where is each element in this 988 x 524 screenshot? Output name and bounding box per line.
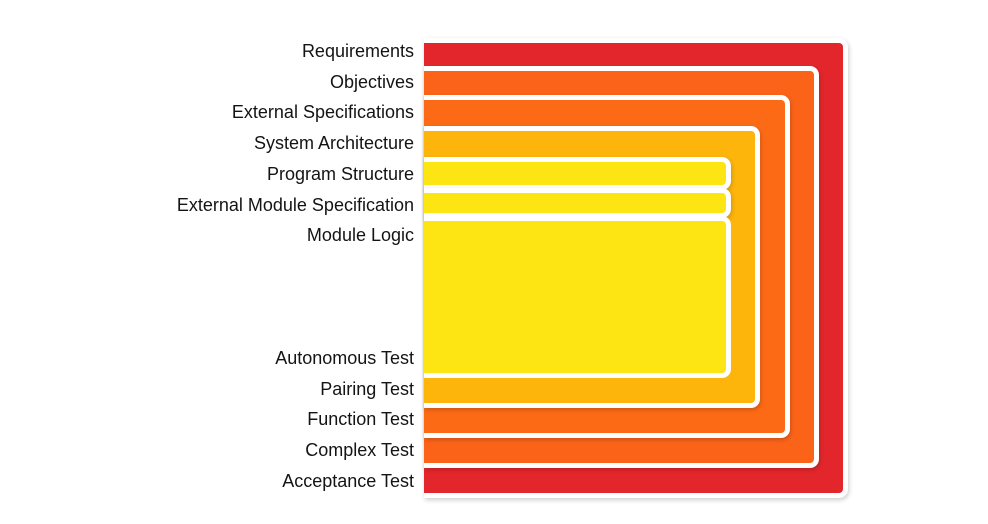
label-external-specifications: External Specifications — [231, 102, 414, 122]
label-external-module-specification: External Module Specification — [176, 195, 414, 215]
label-requirements: Requirements — [301, 41, 414, 61]
label-program-structure: Program Structure — [266, 164, 414, 184]
label-complex-test: Complex Test — [305, 440, 414, 460]
label-acceptance-test: Acceptance Test — [282, 471, 414, 491]
label-module-logic: Module Logic — [306, 225, 414, 245]
box-program-structure — [424, 157, 731, 190]
label-objectives: Objectives — [329, 72, 414, 92]
box-module-logic — [424, 216, 731, 378]
label-system-architecture: System Architecture — [253, 133, 414, 153]
label-pairing-test: Pairing Test — [320, 379, 414, 399]
label-autonomous-test: Autonomous Test — [275, 348, 414, 368]
box-external-module-specification — [424, 188, 731, 218]
label-function-test: Function Test — [307, 409, 414, 429]
